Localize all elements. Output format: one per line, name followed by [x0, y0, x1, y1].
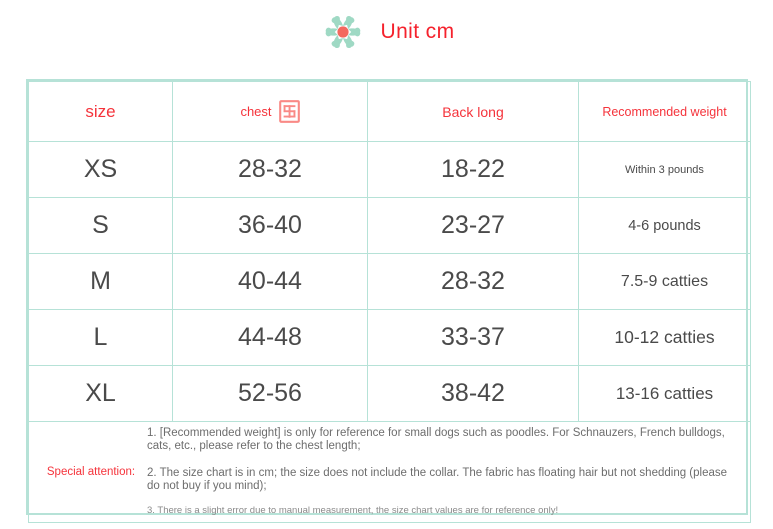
table-header-row: size chest [28, 81, 751, 142]
cell-weight: 13-16 catties [578, 365, 751, 422]
cell-size: XL [28, 365, 173, 422]
cell-weight: 4-6 pounds [578, 197, 751, 254]
special-attention-row: Special attention: 1. [Recommended weigh… [28, 421, 751, 523]
column-header-recommended-weight: Recommended weight [578, 81, 751, 142]
table-row: M 40-44 28-32 7.5-9 catties [28, 253, 751, 310]
cell-weight: Within 3 pounds [578, 141, 751, 198]
column-header-chest-label: chest [240, 104, 272, 119]
cell-size: S [28, 197, 173, 254]
special-attention-notes: 1. [Recommended weight] is only for refe… [147, 427, 750, 517]
cell-size: XS [28, 141, 173, 198]
cell-chest: 28-32 [172, 141, 368, 198]
note-item: 2. The size chart is in cm; the size doe… [147, 466, 728, 492]
cell-weight: 7.5-9 catties [578, 253, 751, 310]
title-bar: Unit cm [0, 8, 773, 56]
column-header-back-long: Back long [367, 81, 579, 142]
cell-back: 33-37 [367, 309, 579, 366]
special-attention-cell: Special attention: 1. [Recommended weigh… [28, 421, 751, 523]
cell-size: L [28, 309, 173, 366]
flower-icon [319, 10, 367, 54]
cell-chest: 52-56 [172, 365, 368, 422]
page-title: Unit cm [380, 20, 455, 43]
cell-back: 38-42 [367, 365, 579, 422]
cell-back: 28-32 [367, 253, 579, 310]
note-item: 3. There is a slight error due to manual… [147, 504, 559, 516]
cell-chest: 44-48 [172, 309, 368, 366]
cell-chest: 36-40 [172, 197, 368, 254]
cell-back: 23-27 [367, 197, 579, 254]
column-header-size: size [28, 81, 173, 142]
table-row: S 36-40 23-27 4-6 pounds [28, 197, 751, 254]
chest-measure-icon [278, 100, 300, 123]
table-row: XS 28-32 18-22 Within 3 pounds [28, 141, 751, 198]
cell-weight: 10-12 catties [578, 309, 751, 366]
cell-chest: 40-44 [172, 253, 368, 310]
cell-back: 18-22 [367, 141, 579, 198]
cell-size: M [28, 253, 173, 310]
table-row: XL 52-56 38-42 13-16 catties [28, 365, 751, 422]
note-item: 1. [Recommended weight] is only for refe… [147, 427, 725, 453]
table-row: L 44-48 33-37 10-12 catties [28, 309, 751, 366]
special-attention-label: Special attention: [46, 466, 136, 478]
column-header-chest: chest [172, 81, 368, 142]
size-chart-table: size chest [26, 79, 751, 523]
